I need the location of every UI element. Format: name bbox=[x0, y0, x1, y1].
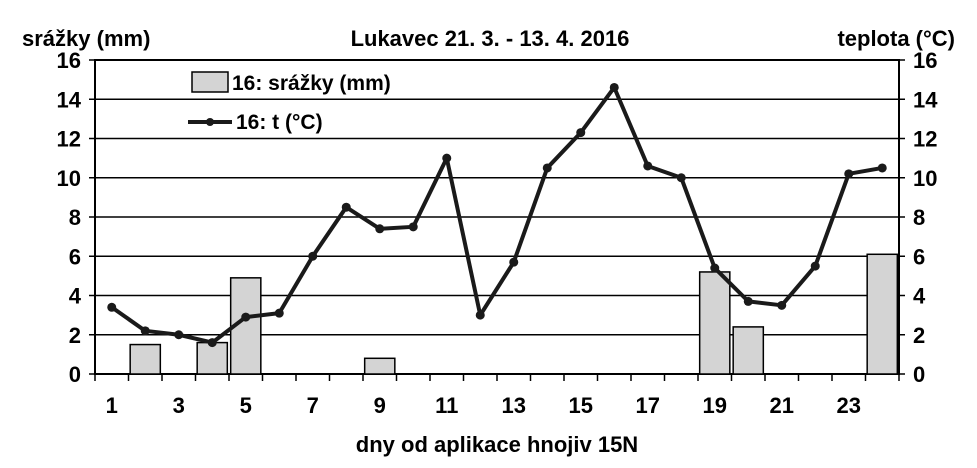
x-tick-label: 9 bbox=[374, 393, 386, 418]
temperature-point bbox=[643, 161, 653, 171]
y-tick-label-left: 16 bbox=[57, 48, 81, 73]
y-tick-label-left: 0 bbox=[69, 362, 81, 387]
temperature-point bbox=[174, 330, 184, 340]
x-tick-label: 17 bbox=[636, 393, 660, 418]
temperature-point bbox=[877, 163, 887, 173]
x-tick-label: 13 bbox=[502, 393, 526, 418]
y-tick-label-right: 10 bbox=[913, 166, 937, 191]
temperature-point bbox=[241, 312, 251, 322]
x-tick-label: 23 bbox=[837, 393, 861, 418]
temperature-point bbox=[274, 308, 284, 318]
y-tick-label-left: 12 bbox=[57, 127, 81, 152]
x-tick-label: 21 bbox=[770, 393, 794, 418]
precipitation-bar bbox=[732, 326, 765, 375]
y-tick-label-right: 8 bbox=[913, 205, 925, 230]
temperature-point bbox=[509, 257, 519, 267]
x-tick-label: 5 bbox=[240, 393, 252, 418]
x-tick-label: 19 bbox=[703, 393, 727, 418]
temperature-point bbox=[844, 169, 854, 179]
x-tick-label: 15 bbox=[569, 393, 593, 418]
precipitation-bar bbox=[129, 343, 162, 375]
temperature-series-line bbox=[110, 85, 883, 345]
x-tick-label: 11 bbox=[435, 393, 458, 418]
legend: 16: srážky (mm) 16: t (°C) bbox=[188, 71, 391, 134]
temperature-line bbox=[107, 82, 887, 348]
temperature-point bbox=[442, 153, 452, 163]
temperature-point bbox=[140, 326, 150, 336]
temperature-point bbox=[107, 302, 117, 312]
temperature-point bbox=[475, 310, 485, 320]
right-axis-label: teplota (°C) bbox=[837, 26, 955, 51]
y-tick-label-left: 8 bbox=[69, 205, 81, 230]
temperature-point bbox=[676, 173, 686, 183]
temperature-point bbox=[308, 251, 318, 261]
legend-label-precipitation: 16: srážky (mm) bbox=[232, 72, 391, 95]
y-tick-label-left: 6 bbox=[69, 244, 81, 269]
x-axis-label: dny od aplikace hnojiv 15N bbox=[356, 432, 638, 457]
precipitation-bar bbox=[866, 253, 899, 375]
right-y-axis: 0 2 4 6 8 10 12 14 16 bbox=[899, 48, 938, 387]
temperature-point bbox=[408, 222, 418, 232]
y-tick-label-right: 6 bbox=[913, 244, 925, 269]
chart-title: Lukavec 21. 3. - 13. 4. 2016 bbox=[351, 26, 630, 51]
temperature-point bbox=[710, 263, 720, 273]
temperature-point bbox=[207, 338, 217, 348]
temperature-point bbox=[341, 202, 351, 212]
y-tick-label-left: 2 bbox=[69, 323, 81, 348]
temperature-point bbox=[810, 261, 820, 271]
precipitation-bar bbox=[698, 271, 731, 375]
y-tick-label-right: 2 bbox=[913, 323, 925, 348]
left-y-axis: 0 2 4 6 8 10 12 14 16 bbox=[57, 48, 95, 387]
x-tick-label: 1 bbox=[106, 393, 118, 418]
temperature-point bbox=[609, 82, 619, 92]
x-tick-label: 7 bbox=[307, 393, 319, 418]
y-tick-label-right: 4 bbox=[913, 284, 926, 309]
temperature-point bbox=[777, 300, 787, 310]
legend-label-temperature: 16: t (°C) bbox=[236, 111, 323, 134]
precipitation-bar bbox=[363, 357, 396, 375]
x-axis: 1 3 5 7 9 11 13 15 17 19 21 23 bbox=[94, 374, 900, 418]
y-tick-label-right: 0 bbox=[913, 362, 925, 387]
temperature-point bbox=[375, 224, 385, 234]
left-axis-label: srážky (mm) bbox=[22, 26, 150, 51]
precipitation-bars bbox=[129, 253, 899, 375]
legend-line-marker bbox=[206, 118, 214, 126]
temperature-point bbox=[743, 296, 753, 306]
legend-bar-swatch bbox=[191, 71, 229, 93]
y-tick-label-right: 12 bbox=[913, 127, 937, 152]
x-tick-label: 3 bbox=[173, 393, 185, 418]
gridlines bbox=[95, 98, 899, 336]
y-tick-label-left: 4 bbox=[69, 284, 82, 309]
precipitation-bar bbox=[196, 341, 229, 375]
y-tick-label-right: 16 bbox=[913, 48, 937, 73]
y-tick-label-left: 10 bbox=[57, 166, 81, 191]
temperature-point bbox=[542, 163, 552, 173]
temperature-point bbox=[576, 128, 586, 138]
y-tick-label-left: 14 bbox=[57, 87, 82, 112]
y-tick-label-right: 14 bbox=[913, 87, 938, 112]
